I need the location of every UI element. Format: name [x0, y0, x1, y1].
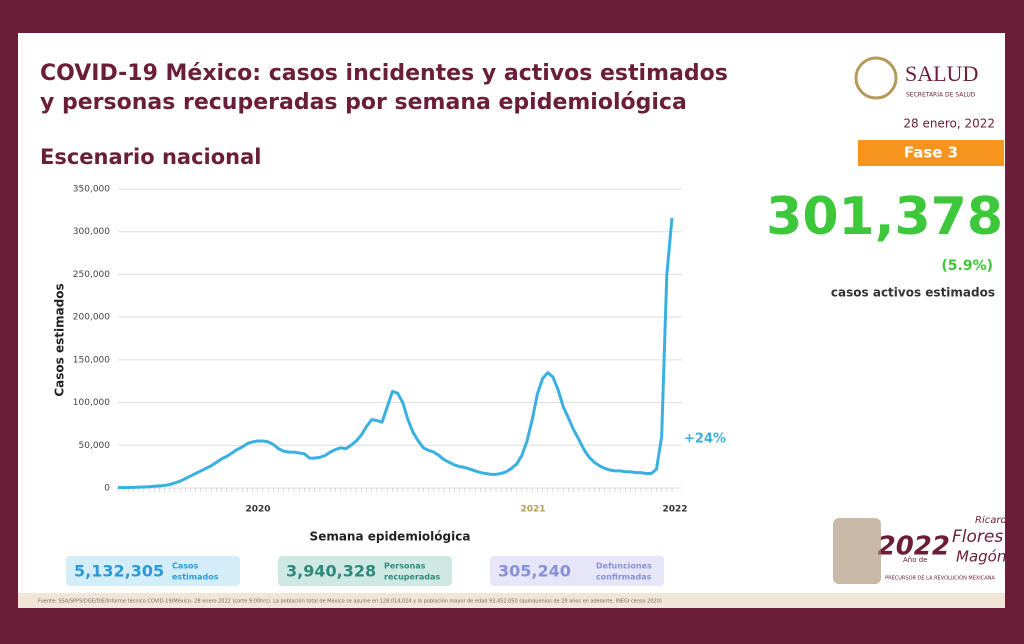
title: y personas recuperadas por semana epidem…	[40, 90, 687, 115]
summary-label: recuperadas	[384, 573, 440, 582]
logo-name: Flores	[952, 527, 1003, 547]
summary-box	[278, 556, 452, 586]
logo-year: 2022	[878, 532, 950, 562]
brand-sub: SECRETARÍA DE SALUD	[906, 92, 976, 99]
y-tick-label: 50,000	[79, 441, 111, 451]
phase-box	[858, 140, 1004, 166]
footer: Fuente: SSA/SPPS/DGE/DIE/Informe técnico…	[38, 598, 662, 605]
line-series	[118, 217, 674, 490]
subtitle: Escenario nacional	[40, 145, 261, 169]
y-axis-label: Casos estimados	[53, 283, 67, 396]
year-label: 2021	[520, 505, 545, 515]
logo-sub: Año de	[903, 556, 927, 564]
summary-value: 305,240	[498, 562, 571, 581]
footer-bar	[18, 593, 1005, 608]
x-axis-label: Semana epidemiológica	[310, 530, 471, 544]
year-label: 2022	[662, 505, 687, 515]
logo-name: Magón	[956, 548, 1006, 566]
year-label: 2020	[245, 505, 270, 515]
title: COVID-19 México: casos incidentes y acti…	[40, 61, 728, 86]
annotation: +24%	[684, 432, 726, 447]
kpi-value: 301,378	[766, 187, 1003, 247]
y-tick-label: 300,000	[73, 227, 110, 237]
summary-label: Casos	[172, 562, 199, 571]
brand: SALUD	[905, 61, 978, 86]
portrait	[833, 518, 881, 584]
summary: 5,132,305 Casos estimados 3,940,328 Personas…	[66, 556, 664, 586]
y-tick-label: 0	[104, 484, 110, 494]
y-tick-label: 350,000	[73, 185, 110, 195]
logo-name: Ricardo	[975, 515, 1013, 526]
summary-box	[66, 556, 240, 586]
phase: Fase 3	[904, 144, 958, 162]
summary-value: 5,132,305	[74, 562, 164, 581]
summary-label: Personas	[384, 562, 426, 571]
y-tick-label: 100,000	[73, 398, 110, 408]
slide-bg	[18, 33, 1005, 608]
summary-label: Defunciones	[596, 562, 652, 571]
date: 28 enero, 2022	[903, 117, 995, 131]
summary-box	[490, 556, 664, 586]
y-tick-label: 150,000	[73, 355, 110, 365]
summary-label: estimados	[172, 573, 219, 582]
kpi-percent: (5.9%)	[941, 258, 993, 274]
emblem	[854, 56, 898, 100]
kpi-label: casos activos estimados	[831, 286, 995, 300]
summary-value: 3,940,328	[286, 562, 376, 581]
y-tick-label: 250,000	[73, 270, 110, 280]
logo-caption: PRECURSOR DE LA REVOLUCIÓN MEXICANA	[885, 575, 995, 582]
y-tick-label: 200,000	[73, 313, 110, 323]
summary-label: confirmadas	[596, 573, 652, 582]
